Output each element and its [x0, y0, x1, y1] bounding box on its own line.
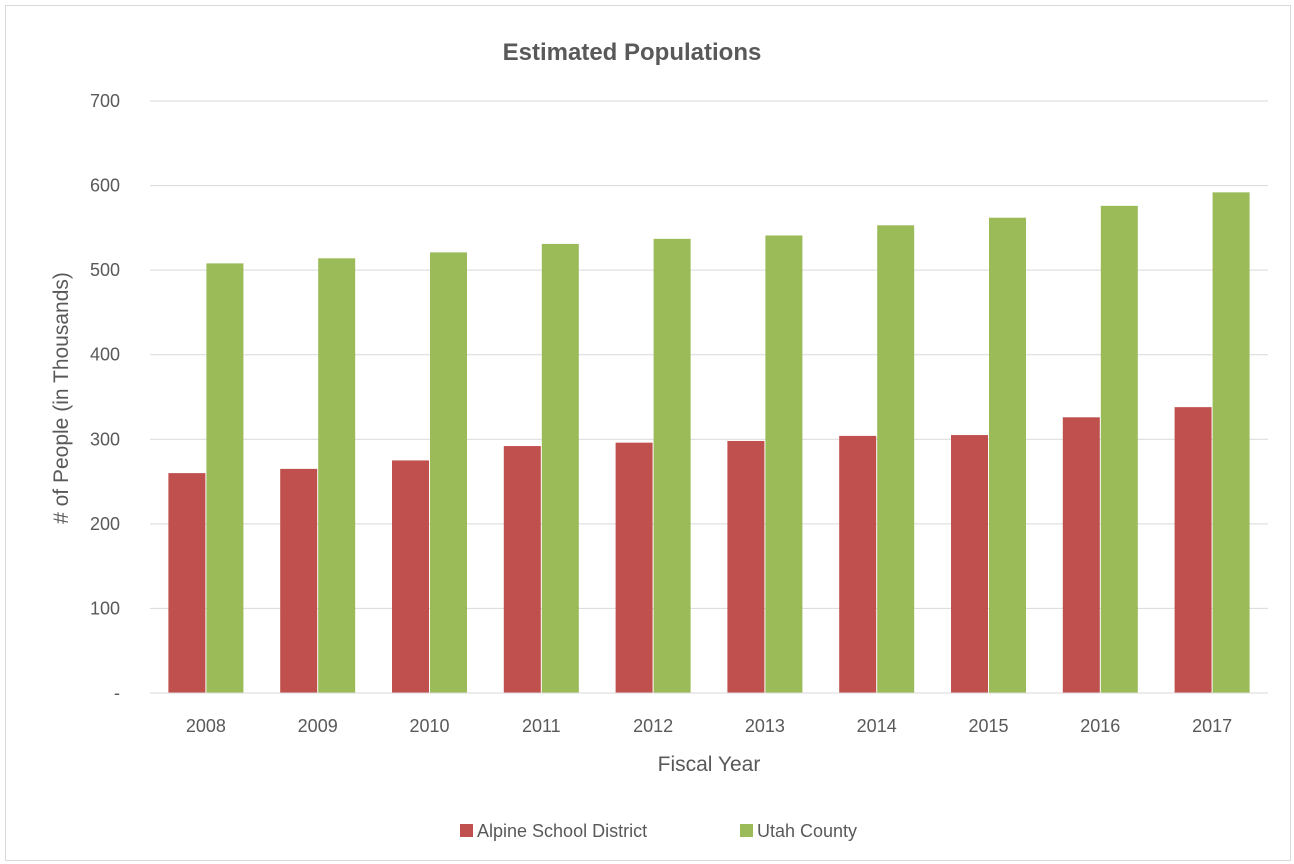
bar-alpine-school-district-2009 — [280, 468, 318, 693]
y-tick-label: 700 — [90, 91, 120, 111]
legend-label: Utah County — [757, 821, 857, 841]
bar-alpine-school-district-2010 — [392, 460, 429, 693]
x-axis-ticks: 2008 2009 2010 2011 2012 2013 2014 2015 2016 2017 — [150, 692, 1268, 736]
y-axis-ticks: - 100 200 300 400 500 600 700 — [90, 91, 120, 703]
bar-alpine-school-district-2013 — [727, 440, 765, 693]
legend: Alpine School District Utah County — [460, 821, 857, 841]
y-tick-label: 500 — [90, 260, 120, 280]
x-tick-label: 2012 — [633, 716, 673, 736]
x-tick-label: 2009 — [298, 716, 338, 736]
y-tick-label: 600 — [90, 176, 120, 196]
bar-utah-county-2010 — [430, 252, 467, 693]
bar-utah-county-2017 — [1212, 192, 1250, 693]
y-axis-label: # of People (in Thousands) — [50, 272, 73, 524]
bar-utah-county-2009 — [318, 258, 356, 693]
y-tick-label: - — [114, 683, 120, 703]
bar-alpine-school-district-2014 — [839, 435, 877, 693]
bar-alpine-school-district-2016 — [1062, 417, 1100, 693]
bar-utah-county-2016 — [1100, 205, 1138, 693]
x-tick-label: 2015 — [968, 716, 1008, 736]
legend-swatch — [460, 824, 473, 837]
bar-alpine-school-district-2015 — [951, 435, 988, 693]
x-tick-label: 2013 — [745, 716, 785, 736]
x-tick-label: 2011 — [522, 716, 561, 736]
x-axis-label: Fiscal Year — [658, 753, 761, 776]
bar-alpine-school-district-2017 — [1174, 407, 1212, 693]
bar-utah-county-2008 — [206, 263, 244, 693]
chart-title: Estimated Populations — [503, 39, 762, 66]
bar-alpine-school-district-2011 — [503, 446, 541, 693]
y-tick-label: 300 — [90, 429, 120, 449]
x-tick-label: 2017 — [1192, 716, 1232, 736]
x-tick-label: 2010 — [409, 716, 449, 736]
bar-alpine-school-district-2008 — [168, 473, 206, 693]
y-tick-label: 400 — [90, 345, 120, 365]
bars — [168, 192, 1250, 694]
bar-utah-county-2012 — [653, 238, 691, 693]
bar-alpine-school-district-2012 — [615, 442, 653, 693]
gridlines — [150, 100, 1268, 694]
x-tick-label: 2014 — [857, 716, 897, 736]
x-tick-label: 2016 — [1080, 716, 1120, 736]
bar-utah-county-2015 — [989, 217, 1026, 694]
bar-utah-county-2011 — [541, 243, 579, 693]
bar-utah-county-2014 — [877, 225, 915, 693]
legend-swatch — [740, 824, 753, 837]
legend-label: Alpine School District — [477, 821, 647, 841]
y-tick-label: 200 — [90, 514, 120, 534]
bar-utah-county-2013 — [765, 235, 803, 693]
x-tick-label: 2008 — [186, 716, 226, 736]
y-tick-label: 100 — [90, 598, 120, 618]
